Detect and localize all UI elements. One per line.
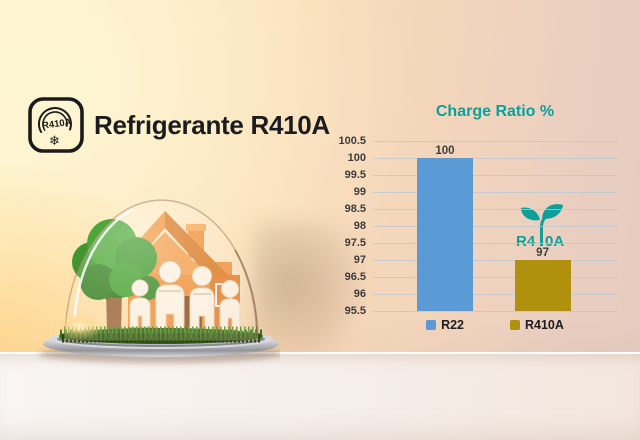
y-axis-tick-label: 96 (353, 288, 366, 300)
leaf-left-icon (521, 207, 540, 221)
legend-marker (426, 320, 437, 330)
swirl-arc-outer (38, 107, 72, 133)
chart-plot-area: R4 0A 100.5 100 99.5 99 98.5 98 97.5 97 96.5 96 95… (338, 135, 617, 317)
legend-item-r410a: R410A (510, 318, 564, 332)
glass-dome (56, 199, 259, 341)
legend-label: R22 (441, 318, 464, 332)
gridline (373, 192, 617, 193)
badge-label: R410A (41, 117, 72, 132)
swirl-arc-inner (42, 111, 68, 131)
y-axis-tick-label: 98 (353, 220, 366, 232)
bar-value-label: 100 (435, 145, 455, 157)
gridline (373, 311, 617, 312)
bar-group-r410a: 97 (514, 247, 571, 311)
bar-group-r22: 100 (416, 145, 473, 311)
bar-r410a (514, 260, 571, 311)
y-axis-tick-label: 96.5 (344, 271, 366, 283)
y-axis-tick-label: 97 (353, 254, 366, 266)
legend-item-r22: R22 (426, 318, 464, 332)
y-axis-tick-label: 100 (347, 152, 366, 164)
gridline (373, 294, 617, 295)
snow-globe-illustration (39, 199, 280, 363)
eco-text-left: R4 (516, 233, 536, 249)
gridline (373, 175, 617, 176)
legend-label: R410A (525, 318, 564, 332)
r410a-eco-logo: R4 0A (516, 204, 564, 249)
chart-title: Charge Ratio % (435, 103, 555, 120)
chart-legend: R22 R410A (373, 318, 617, 332)
snowflake-icon: ❄ (49, 133, 60, 148)
badge-outline (28, 97, 84, 153)
gridline (373, 277, 617, 278)
dome-rim-right (234, 249, 258, 337)
gridline (373, 141, 617, 142)
leaf-right-icon (542, 204, 563, 219)
y-axis-tick-label: 100.5 (338, 135, 366, 147)
y-axis-tick-label: 97.5 (344, 237, 366, 249)
brand-header: R410A ❄ Refrigerante R410A (26, 95, 330, 155)
page-title: Refrigerante R410A (94, 109, 330, 140)
bar-value-label: 97 (536, 247, 549, 259)
legend-marker (510, 320, 520, 330)
gridline (373, 226, 617, 227)
y-axis-tick-label: 95.5 (344, 305, 366, 317)
table-surface (0, 352, 640, 440)
dome-highlight (73, 208, 134, 318)
gridline (373, 158, 617, 159)
y-axis-tick-label: 98.5 (344, 203, 366, 215)
sun-glow (56, 312, 104, 340)
bar-r22 (416, 158, 473, 311)
r410a-badge-icon: R410A ❄ (28, 97, 84, 153)
eco-text-right: 0A (545, 233, 564, 249)
gridline (373, 260, 617, 261)
charge-ratio-chart: Charge Ratio % R4 0A 100.5 100 99.5 99 98.5 9… (333, 102, 635, 332)
gridline (373, 209, 617, 210)
y-axis-tick-label: 99 (353, 186, 366, 198)
gridline (373, 243, 617, 244)
y-axis-tick-label: 99.5 (344, 169, 366, 181)
